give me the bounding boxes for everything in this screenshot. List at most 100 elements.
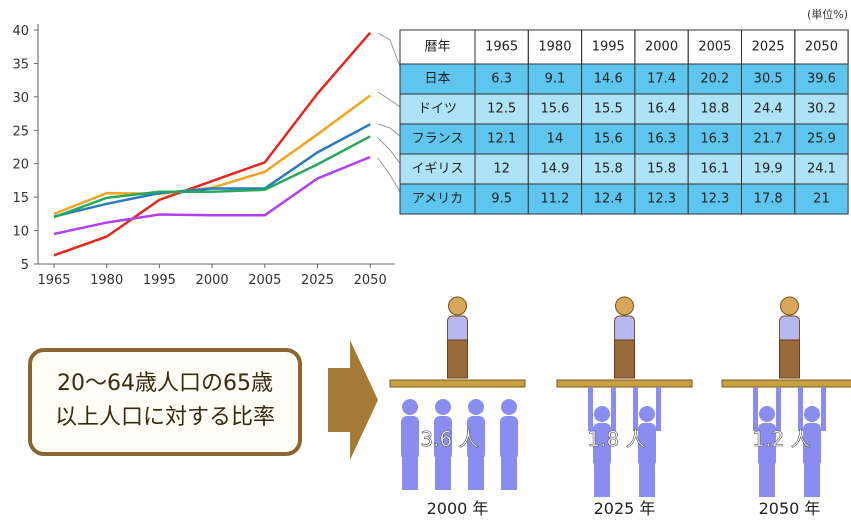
elder-head [615, 296, 634, 316]
cell-value: 24.1 [807, 162, 836, 177]
plank [389, 379, 526, 388]
line [53, 123, 371, 218]
cell-value: 30.2 [807, 102, 836, 117]
elder-skirt [447, 339, 468, 379]
cell-bg [634, 153, 689, 185]
cell-value: 16.1 [700, 162, 729, 177]
cell-value: 9.5 [491, 192, 512, 207]
caption: 以上人口に対する比率 [55, 405, 275, 430]
cell-bg [527, 123, 583, 155]
person-legs [501, 458, 517, 490]
arrow [328, 340, 378, 460]
cell-bg [474, 93, 529, 125]
person-body [758, 423, 776, 467]
person-head [804, 406, 820, 422]
header-label: 2025 [752, 40, 785, 55]
person-body [467, 416, 485, 460]
x-tick-label: 2000 [196, 273, 229, 288]
plank [721, 379, 851, 388]
person-legs [468, 458, 484, 490]
cell-value: 17.4 [647, 72, 676, 87]
cell-bg [581, 183, 636, 215]
cell-value: 12 [493, 162, 510, 177]
x-tick-label: 1965 [37, 273, 70, 288]
y-tick-label: 40 [12, 24, 29, 39]
y-tick-label: 35 [12, 57, 29, 72]
cell-value: 12.3 [700, 192, 729, 207]
cell-bg [687, 63, 743, 95]
x-tick-label: 2025 [301, 273, 334, 288]
cell-value: 30.5 [754, 72, 783, 87]
person-arm [633, 387, 638, 431]
cell-value: 15.8 [594, 162, 623, 177]
person-arm [656, 387, 661, 431]
person-body [401, 416, 419, 460]
person-head [435, 399, 451, 415]
cell-value: 24.4 [754, 102, 783, 117]
row-label: フランス [412, 132, 464, 147]
cell-value: 21 [813, 192, 830, 207]
line [53, 135, 371, 219]
person-arm [611, 387, 616, 431]
year-label: 2000 年 [427, 499, 489, 518]
ratio-value: 3.6 人 [420, 427, 478, 451]
cell-value: 16.3 [700, 132, 729, 147]
cell-value: 12.5 [487, 102, 516, 117]
y-tick-label: 30 [12, 91, 29, 106]
year-label: 2050 年 [759, 499, 821, 518]
cell-value: 21.7 [754, 132, 783, 147]
header-label: 1965 [485, 40, 518, 55]
cell-bg [687, 153, 743, 185]
person-head [639, 406, 655, 422]
cell-bg [634, 63, 689, 95]
elder-head [448, 296, 467, 316]
cell-value: 14.6 [594, 72, 623, 87]
cell-bg [794, 183, 849, 215]
person-legs [804, 465, 820, 497]
cell-value: 6.3 [491, 72, 512, 87]
person-body [500, 416, 518, 460]
person-arm [588, 387, 593, 431]
person-body [434, 416, 452, 460]
cell-value: 20.2 [700, 72, 729, 87]
person-legs [594, 465, 610, 497]
person-body [593, 423, 611, 467]
cell-value: 18.8 [700, 102, 729, 117]
cell-value: 17.8 [754, 192, 783, 207]
caption: 20〜64歳人口の65歳 [57, 371, 273, 396]
cell-value: 25.9 [807, 132, 836, 147]
row-label: ドイツ [418, 102, 457, 117]
row-head [399, 153, 476, 185]
header-label: 2000 [645, 40, 678, 55]
person-legs [402, 458, 418, 490]
cell-value: 16.3 [647, 132, 676, 147]
person-head [759, 406, 775, 422]
ratio-value: 1.8 人 [587, 427, 645, 451]
corner-cell: 暦年 [424, 40, 450, 55]
y-tick-label: 5 [21, 258, 29, 273]
cell-bg [634, 183, 689, 215]
ratio-value: 1.2 人 [752, 427, 810, 451]
cell-value: 11.2 [540, 192, 569, 207]
x-tick-label: 1980 [90, 273, 123, 288]
row-head [399, 123, 476, 155]
row-label: 日本 [424, 72, 450, 87]
cell-value: 19.9 [754, 162, 783, 177]
cell-value: 9.1 [545, 72, 566, 87]
person-body [803, 423, 821, 467]
x-tick-label: 2005 [248, 273, 281, 288]
header-label: 1995 [592, 40, 625, 55]
person-arm [821, 387, 826, 431]
cell-bg [634, 123, 689, 155]
year-label: 2025 年 [594, 499, 656, 518]
cell-bg [741, 153, 796, 185]
person-arm [798, 387, 803, 431]
cell-bg [741, 63, 796, 95]
person-legs [639, 465, 655, 497]
cell-bg [581, 93, 636, 125]
row-label: アメリカ [412, 192, 463, 207]
cell-bg [741, 183, 796, 215]
caption-box [28, 348, 302, 456]
unit-label: (単位%) [807, 7, 848, 21]
